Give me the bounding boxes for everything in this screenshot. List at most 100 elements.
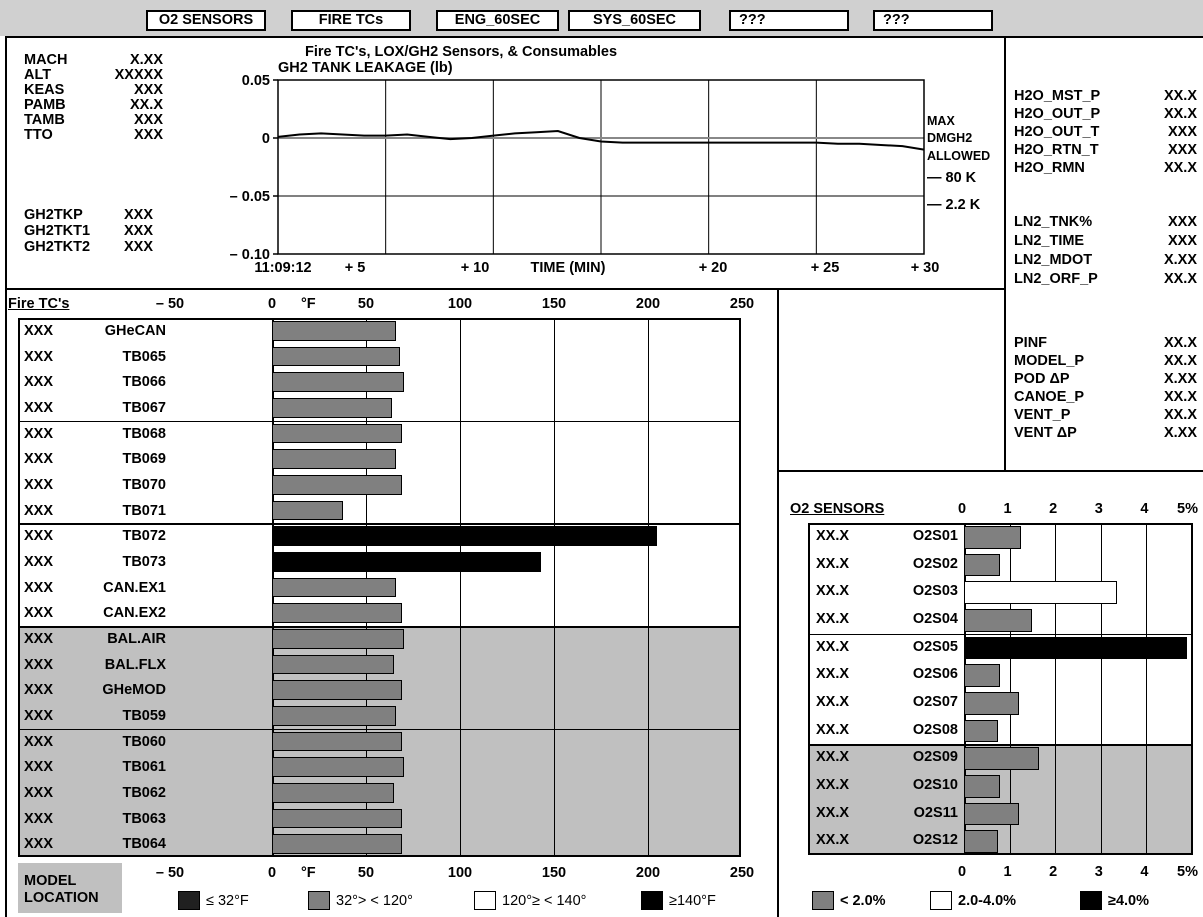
- param-label-model-p: MODEL_P: [1014, 353, 1085, 369]
- o2-gridline: [1009, 523, 1011, 855]
- leak-plot-frame: [277, 79, 925, 255]
- fire-bar-bal-air: [272, 629, 404, 649]
- leak-y-tick: – 0.05: [230, 189, 270, 205]
- o2-row-label: O2S12: [912, 832, 958, 849]
- tab-unknown-4[interactable]: ???: [729, 10, 849, 31]
- param-value-mach: X.XX: [129, 52, 163, 68]
- param-value-vent-p: XX.X: [1163, 407, 1197, 423]
- fire-row-value: XXX: [24, 323, 54, 339]
- param-value-ln2-mdot: X.XX: [1163, 252, 1197, 268]
- location-label: LOCATION: [24, 890, 99, 906]
- param-value-ln2-tnk: XXX: [1167, 214, 1197, 230]
- o2-axis-top-tick: 3: [1094, 501, 1103, 517]
- fire-row-label: TB070: [122, 477, 166, 493]
- leak-y-tick: – 0.10: [230, 247, 270, 263]
- fire-bar-ghemod: [272, 680, 402, 700]
- fire-row-label: TB067: [122, 400, 166, 416]
- o2-bar-o2s03: [964, 581, 1117, 604]
- temp-legend-label: 32°> < 120°: [336, 893, 413, 909]
- fire-row-value: XXX: [24, 528, 54, 545]
- fire-bar-tb067: [272, 398, 393, 418]
- top-panel-divider: [5, 288, 1006, 290]
- param-label-gh2tkp: GH2TKP: [24, 207, 83, 223]
- o2-axis-top-tick: 0: [957, 501, 967, 517]
- fire-row-label: TB068: [122, 425, 166, 442]
- param-value-model-p: XX.X: [1163, 353, 1197, 369]
- param-label-h2o-out-p: H2O_OUT_P: [1014, 106, 1101, 122]
- param-label-pod-p: POD ΔP: [1014, 371, 1070, 387]
- fire-row-label: TB063: [122, 810, 166, 827]
- fire-bar-tb068: [272, 423, 402, 444]
- fire-gridline: [554, 318, 555, 857]
- fire-row-value: XXX: [24, 656, 54, 673]
- param-value-ln2-orf-p: XX.X: [1163, 271, 1197, 287]
- fire-axis-bottom-tick: 0: [267, 865, 277, 881]
- fire-axis-top-tick: 50: [357, 296, 375, 312]
- tab-unknown-5[interactable]: ???: [873, 10, 993, 31]
- fire-row-label: TB069: [122, 451, 166, 468]
- fire-row-label: CAN.EX2: [103, 605, 166, 622]
- temp-legend-swatch: [641, 891, 663, 910]
- temp-legend-swatch: [474, 891, 496, 910]
- param-value-gh2tkt2: XXX: [124, 239, 154, 255]
- param-label-pamb: PAMB: [24, 97, 66, 113]
- param-value-h2o-mst-p: XX.X: [1163, 88, 1197, 104]
- param-value-tamb: XXX: [133, 112, 163, 128]
- tab-eng-60sec[interactable]: ENG_60SEC: [436, 10, 559, 31]
- fire-row-label: TB073: [122, 554, 166, 570]
- fire-bar-bal-flx: [272, 654, 395, 675]
- fire-group-separator: [18, 728, 741, 731]
- param-label-h2o-mst-p: H2O_MST_P: [1014, 88, 1101, 104]
- fire-axis-top-tick: – 50: [155, 296, 185, 312]
- tab-fire-tcs[interactable]: FIRE TCs: [291, 10, 411, 31]
- o2-axis-bottom-tick: 0: [957, 864, 967, 880]
- param-value-h2o-out-p: XX.X: [1163, 106, 1197, 122]
- o2-bar-o2s09: [964, 747, 1040, 770]
- page-title: Fire TC's, LOX/GH2 Sensors, & Consumable…: [305, 44, 618, 60]
- right-lower-divider: [1004, 470, 1203, 472]
- tab-sys-60sec[interactable]: SYS_60SEC: [568, 10, 701, 31]
- fire-table-frame: [18, 318, 741, 857]
- fire-axis-bottom-tick: 50: [357, 865, 375, 881]
- fire-row-label: BAL.FLX: [104, 656, 166, 673]
- leak-x-tick: + 25: [811, 260, 840, 276]
- fire-axis-bottom-tick: 150: [541, 865, 567, 881]
- screen-frame: [5, 36, 1203, 917]
- o2-row-value: XX.X: [816, 611, 850, 627]
- fire-row-value: XXX: [24, 477, 54, 493]
- o2-bar-o2s02: [964, 553, 1001, 577]
- fire-gridline: [460, 318, 461, 857]
- o2-legend-label: ≥4.0%: [1108, 893, 1150, 909]
- o2-row-value: XX.X: [816, 666, 850, 683]
- param-label-h2o-rtn-t: H2O_RTN_T: [1014, 142, 1099, 158]
- fire-bar-tb066: [272, 372, 404, 392]
- model-label: MODEL: [24, 873, 77, 889]
- o2-bar-o2s04: [964, 609, 1033, 632]
- fire-group-separator: [18, 420, 741, 423]
- fire-bar-tb061: [272, 757, 404, 777]
- fire-bar-tb071: [272, 500, 344, 521]
- model-location-button[interactable]: MODEL LOCATION: [18, 863, 122, 913]
- param-label-alt: ALT: [24, 67, 52, 83]
- temp-legend-label: ≤ 32°F: [206, 893, 249, 909]
- o2-legend-swatch: [930, 891, 952, 910]
- leak-x-tick: 11:09:12: [254, 260, 311, 276]
- o2-axis-top-tick: 4: [1140, 501, 1149, 517]
- o2-row-label: O2S01: [912, 528, 958, 544]
- fire-bar-tb062: [272, 783, 395, 803]
- fire-row-label: TB064: [122, 836, 166, 853]
- param-value-h2o-out-t: XXX: [1167, 124, 1197, 140]
- o2-bar-o2s10: [964, 775, 1001, 798]
- o2-row-value: XX.X: [816, 555, 850, 572]
- o2-label-divider: [964, 523, 966, 855]
- param-value-gh2tkp: XXX: [124, 207, 154, 223]
- tab-o2-sensors[interactable]: O2 SENSORS: [146, 10, 266, 31]
- o2-axis-top-tick: 2: [1049, 501, 1058, 517]
- o2-row-value: XX.X: [816, 721, 850, 738]
- mark-2k: — 2.2 K: [927, 197, 981, 213]
- param-value-h2o-rmn: XX.X: [1163, 160, 1197, 176]
- param-value-h2o-rtn-t: XXX: [1167, 142, 1197, 158]
- o2-bar-o2s11: [964, 802, 1019, 826]
- fire-row-value: XXX: [24, 374, 54, 391]
